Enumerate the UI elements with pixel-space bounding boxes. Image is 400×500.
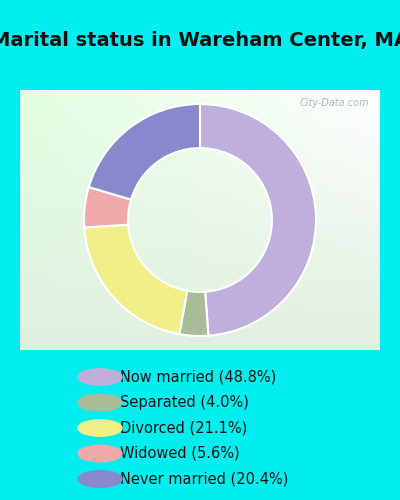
Text: City-Data.com: City-Data.com (300, 98, 369, 108)
Circle shape (78, 471, 122, 487)
Text: Now married (48.8%): Now married (48.8%) (120, 370, 276, 384)
Wedge shape (84, 224, 187, 334)
Wedge shape (179, 291, 208, 336)
Text: Divorced (21.1%): Divorced (21.1%) (120, 420, 247, 436)
Text: Marital status in Wareham Center, MA: Marital status in Wareham Center, MA (0, 31, 400, 50)
Circle shape (78, 420, 122, 436)
Text: Widowed (5.6%): Widowed (5.6%) (120, 446, 240, 461)
Text: Never married (20.4%): Never married (20.4%) (120, 472, 288, 486)
Wedge shape (84, 187, 131, 228)
Wedge shape (200, 104, 316, 336)
Circle shape (78, 369, 122, 385)
Text: Separated (4.0%): Separated (4.0%) (120, 395, 249, 410)
Circle shape (78, 394, 122, 411)
Circle shape (78, 445, 122, 462)
Wedge shape (89, 104, 200, 200)
